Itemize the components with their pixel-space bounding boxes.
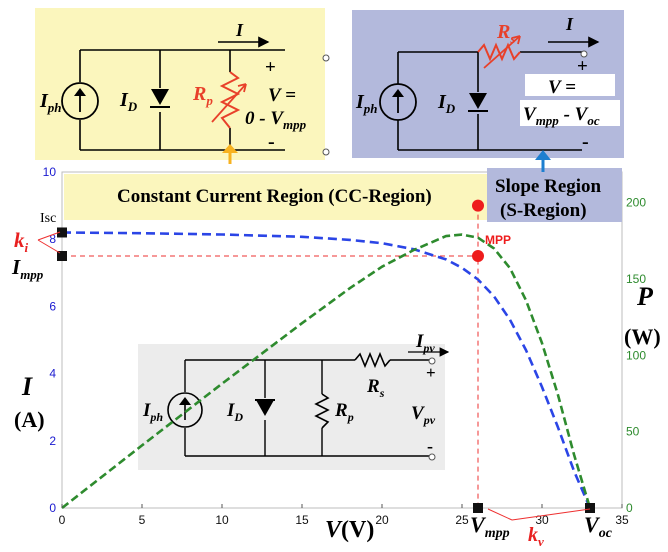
cc-current-source-icon	[61, 82, 99, 120]
cc-rp-variable-resistor-icon	[211, 71, 247, 129]
s-current-source-icon	[379, 83, 417, 121]
cc-terminal-bottom-icon	[322, 148, 330, 156]
s-current-label: I	[565, 14, 574, 34]
cc-v-line2: 0 - Vmpp	[245, 108, 307, 132]
y2-tick-label: 150	[626, 272, 646, 286]
s-v-line1: V =	[548, 77, 576, 98]
s-region-label-line2: (S-Region)	[500, 200, 587, 221]
mpp-power-marker	[472, 199, 484, 212]
vmpp-marker	[473, 503, 483, 513]
inset-vpv-label: Vpv	[411, 403, 436, 427]
mpp-current-marker	[472, 250, 484, 262]
y-tick-label: 10	[43, 165, 57, 179]
impp-marker	[57, 251, 67, 261]
s-circuit-panel: I + - Rs Iph ID V = Vmpp - Voc	[352, 10, 624, 158]
y-tick-label: 0	[49, 501, 56, 515]
kv-bracket-lines	[487, 508, 591, 521]
s-minus-label: -	[582, 131, 589, 153]
chart-series	[61, 231, 592, 510]
mpp-label: MPP	[485, 233, 511, 247]
inset-iph-label: Iph	[142, 400, 163, 424]
chart-key-points	[57, 199, 595, 513]
s-v-label-backdrop	[525, 74, 615, 96]
cc-region-band	[64, 174, 487, 220]
s-v-formula-backdrop	[520, 100, 620, 126]
cc-iph-label: Iph	[39, 90, 62, 115]
y2-tick-label: 200	[626, 196, 646, 210]
x-tick-label: 25	[455, 513, 469, 527]
inset-current-source-icon	[167, 392, 203, 428]
s-region-band	[487, 168, 622, 222]
y-tick-label: 8	[49, 232, 56, 246]
inset-id-label: ID	[226, 400, 243, 424]
voc-label: Voc	[584, 512, 613, 541]
y-tick-label: 4	[49, 367, 56, 381]
inset-minus-label: -	[427, 436, 433, 456]
y2-tick-label: 0	[626, 501, 633, 515]
s-terminal-top-icon	[580, 50, 588, 58]
cc-diode-icon	[150, 89, 170, 108]
s-plus-label: +	[577, 56, 588, 77]
y2-tick-label: 100	[626, 348, 646, 362]
cc-current-label: I	[235, 20, 244, 40]
y-tick-label: 2	[49, 434, 56, 448]
cc-rp-label: Rp	[192, 83, 213, 108]
left-axis-label-unit: (A)	[14, 407, 45, 432]
current-curve-line	[61, 231, 592, 509]
inset-rp-resistor-icon	[314, 393, 330, 429]
y-tick-label: 6	[49, 299, 56, 313]
inset-terminal-bottom-icon	[428, 453, 436, 461]
s-rs-variable-resistor-icon	[477, 35, 521, 69]
ki-label: ki	[14, 228, 29, 255]
cc-circuit-panel: I + - Iph ID Rp V = 0 - Vmpp	[35, 8, 330, 160]
inset-rs-resistor-icon	[354, 351, 391, 369]
y2-tick-label: 50	[626, 425, 640, 439]
right-axis-label-unit: (W)	[624, 324, 661, 349]
s-diode-icon	[468, 93, 488, 112]
power-curve-line	[61, 233, 592, 510]
s-v-line2: Vmpp - Voc	[523, 104, 600, 128]
inset-rs-label: Rs	[366, 376, 385, 400]
x-tick-label: 5	[139, 513, 146, 527]
x-tick-label: 15	[295, 513, 309, 527]
x-tick-label: 35	[615, 513, 629, 527]
x-tick-label: 20	[375, 513, 389, 527]
cc-minus-label: -	[268, 131, 275, 153]
impp-label: Impp	[11, 255, 44, 282]
inset-ipv-label: Ipv	[415, 331, 435, 355]
isc-label: Isc	[40, 211, 56, 226]
left-axis-label-symbol: I	[21, 372, 33, 401]
cc-link-arrowhead-icon	[222, 144, 238, 153]
ki-bracket-lines	[37, 231, 61, 254]
vmpp-label: Vmpp	[470, 512, 510, 541]
s-link-arrowhead-icon	[535, 150, 551, 160]
kv-label: kv	[528, 524, 544, 547]
x-tick-label: 10	[215, 513, 229, 527]
cc-plus-label: +	[265, 57, 276, 78]
inset-circuit: + - Iph ID Rp Rs Ipv Vpv	[138, 331, 450, 470]
s-id-label: ID	[437, 91, 456, 116]
cc-id-label: ID	[119, 89, 138, 114]
cc-terminal-top-icon	[322, 54, 330, 62]
inset-rp-label: Rp	[334, 400, 354, 424]
s-rs-label: Rs	[496, 21, 515, 46]
right-axis-label-symbol: P	[636, 282, 654, 311]
inset-plus-label: +	[426, 363, 436, 382]
mpp-guide-lines	[62, 205, 479, 508]
voc-marker	[585, 503, 595, 513]
cc-v-line1: V =	[268, 85, 296, 106]
x-axis-label: V(V)	[325, 517, 374, 543]
isc-marker	[57, 227, 67, 238]
s-region-label-line1: Slope Region	[495, 176, 602, 197]
inset-terminal-top-icon	[428, 357, 436, 365]
inset-diode-icon	[255, 399, 275, 416]
cc-region-label: Constant Current Region (CC-Region)	[117, 186, 432, 207]
x-tick-label: 0	[59, 513, 66, 527]
s-iph-label: Iph	[355, 91, 378, 116]
